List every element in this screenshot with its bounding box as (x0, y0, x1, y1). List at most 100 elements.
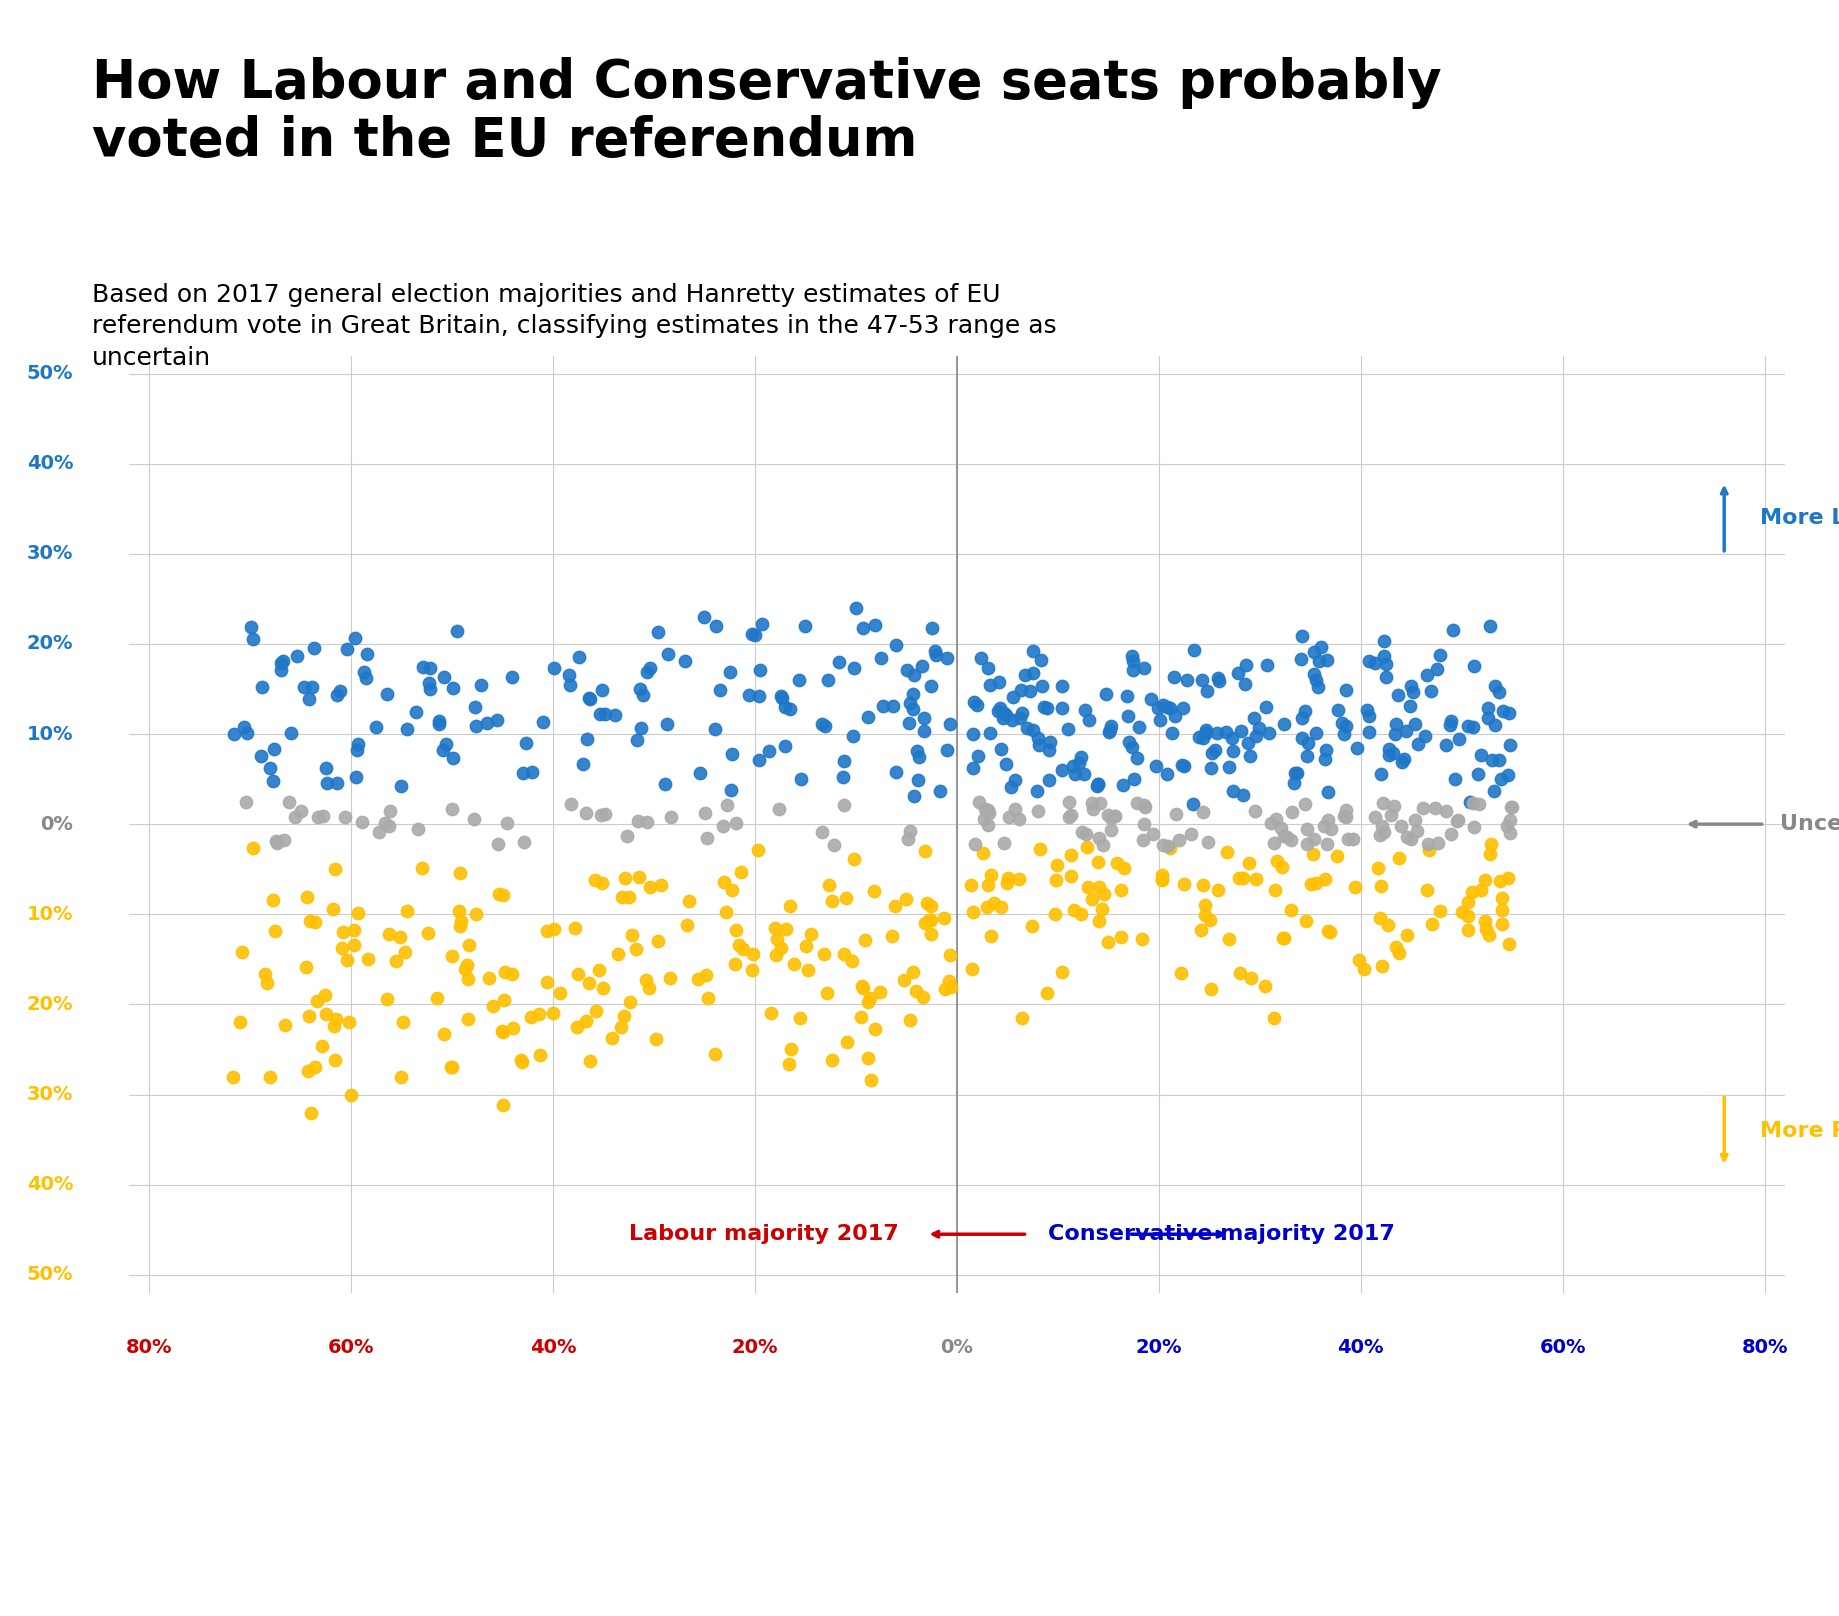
Point (1495, 732, 1525, 758)
Point (840, 595, 870, 621)
Point (1379, 721, 1409, 747)
Point (259, 887, 289, 913)
Point (1195, 907, 1225, 932)
Point (498, 1015, 528, 1041)
Point (256, 1063, 285, 1089)
Point (1214, 753, 1243, 779)
Point (574, 970, 603, 995)
Point (1155, 835, 1184, 861)
Point (1239, 866, 1269, 892)
Point (1118, 766, 1148, 792)
Point (717, 877, 747, 903)
Point (300, 1054, 329, 1079)
Text: 30%: 30% (28, 545, 74, 564)
Point (1322, 844, 1352, 869)
Point (311, 1000, 340, 1026)
Point (1366, 813, 1396, 839)
Point (259, 735, 289, 761)
Point (1000, 797, 1030, 823)
Point (1144, 706, 1173, 732)
Point (460, 693, 489, 719)
Point (969, 797, 999, 823)
Point (1083, 824, 1113, 850)
Point (1416, 911, 1445, 937)
Point (964, 789, 993, 814)
Point (1155, 695, 1184, 721)
Point (1239, 705, 1269, 730)
Point (1116, 734, 1146, 760)
Point (618, 923, 647, 949)
Point (478, 994, 508, 1020)
Point (1484, 679, 1513, 705)
Point (1094, 718, 1124, 743)
Point (436, 1054, 465, 1079)
Text: 10%: 10% (28, 724, 74, 743)
Point (1118, 648, 1148, 674)
Point (390, 939, 419, 965)
Point (1394, 693, 1423, 719)
Point (1291, 908, 1320, 934)
Point (1385, 813, 1414, 839)
Point (1359, 805, 1388, 831)
Point (517, 760, 546, 785)
Point (340, 625, 370, 651)
Point (1278, 771, 1308, 797)
Point (428, 737, 458, 763)
Point (1285, 646, 1315, 672)
Point (438, 674, 467, 700)
Point (1497, 793, 1526, 819)
Point (1267, 924, 1296, 950)
Point (1333, 826, 1363, 852)
Point (655, 965, 684, 991)
Point (1289, 698, 1319, 724)
Point (1034, 737, 1063, 763)
Point (1363, 855, 1392, 881)
Point (1330, 677, 1359, 703)
Point (739, 622, 769, 648)
Point (287, 798, 316, 824)
Point (774, 1050, 804, 1076)
Point (1458, 790, 1488, 816)
Point (995, 774, 1024, 800)
Point (414, 920, 443, 945)
Point (1241, 724, 1271, 750)
Point (1486, 911, 1515, 937)
Point (337, 1081, 366, 1107)
Point (1157, 721, 1186, 747)
Point (375, 798, 405, 824)
Point (1365, 905, 1394, 931)
Point (1385, 845, 1414, 871)
Point (1076, 790, 1105, 816)
Point (1092, 719, 1122, 745)
Point (956, 873, 986, 898)
Point (568, 751, 598, 777)
Point (828, 941, 857, 966)
Point (1142, 695, 1171, 721)
Point (349, 659, 379, 685)
Point (1354, 719, 1383, 745)
Point (585, 701, 614, 727)
Point (1365, 873, 1394, 898)
Polygon shape (1655, 1440, 1839, 1606)
Point (1056, 803, 1085, 829)
Point (745, 684, 774, 709)
Point (901, 978, 931, 1004)
Point (765, 684, 794, 709)
Point (303, 803, 333, 829)
Point (899, 782, 929, 808)
Point (452, 966, 482, 992)
Point (1102, 850, 1131, 876)
Point (614, 884, 644, 910)
Text: Conservative majority 2017: Conservative majority 2017 (1046, 1225, 1394, 1244)
Point (1479, 711, 1508, 737)
Point (1260, 1005, 1289, 1031)
Point (929, 976, 958, 1002)
Point (1124, 714, 1153, 740)
Point (1368, 819, 1398, 845)
Point (441, 617, 471, 643)
Point (454, 932, 484, 958)
Point (908, 705, 938, 730)
Point (1203, 721, 1232, 747)
Point (1188, 871, 1217, 897)
Point (1308, 813, 1337, 839)
